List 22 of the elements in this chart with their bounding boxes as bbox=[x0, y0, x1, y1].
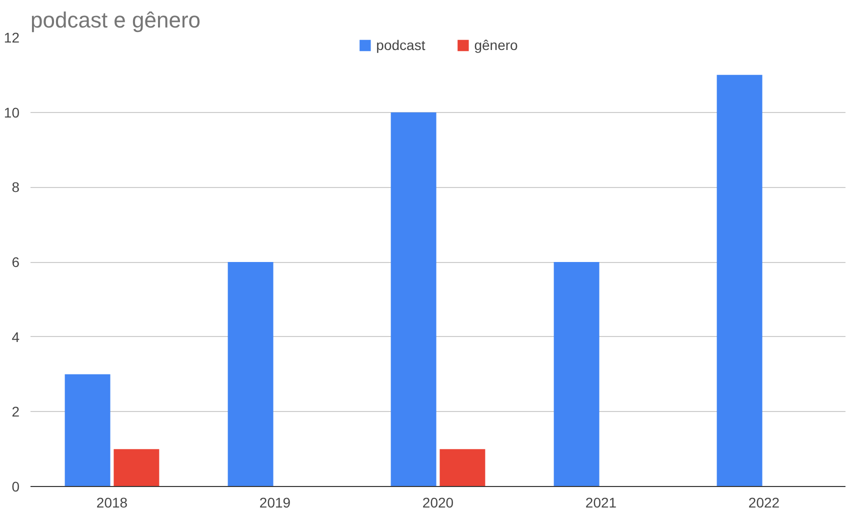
y-tick-label: 10 bbox=[4, 104, 20, 120]
y-tick-label: 12 bbox=[4, 30, 20, 46]
bar bbox=[64, 374, 110, 486]
y-tick-label: 2 bbox=[12, 404, 20, 420]
x-tick-label: 2018 bbox=[96, 494, 128, 510]
bar bbox=[114, 449, 160, 486]
y-tick-label: 4 bbox=[12, 328, 20, 345]
bar bbox=[554, 262, 600, 486]
y-tick-label: 6 bbox=[12, 254, 20, 270]
y-tick-label: 0 bbox=[12, 478, 20, 494]
x-tick-label: 2019 bbox=[259, 494, 291, 510]
y-tick-label: 8 bbox=[12, 179, 20, 196]
bar bbox=[716, 74, 762, 486]
x-tick-label: 2022 bbox=[748, 494, 780, 510]
bar bbox=[440, 449, 486, 486]
x-tick-label: 2020 bbox=[422, 494, 454, 510]
legend-label: gênero bbox=[474, 37, 518, 53]
bar bbox=[390, 112, 436, 486]
chart-title: podcast e gênero bbox=[30, 8, 201, 32]
x-tick-label: 2021 bbox=[585, 494, 617, 510]
legend-label: podcast bbox=[376, 37, 426, 53]
bar bbox=[228, 262, 274, 486]
